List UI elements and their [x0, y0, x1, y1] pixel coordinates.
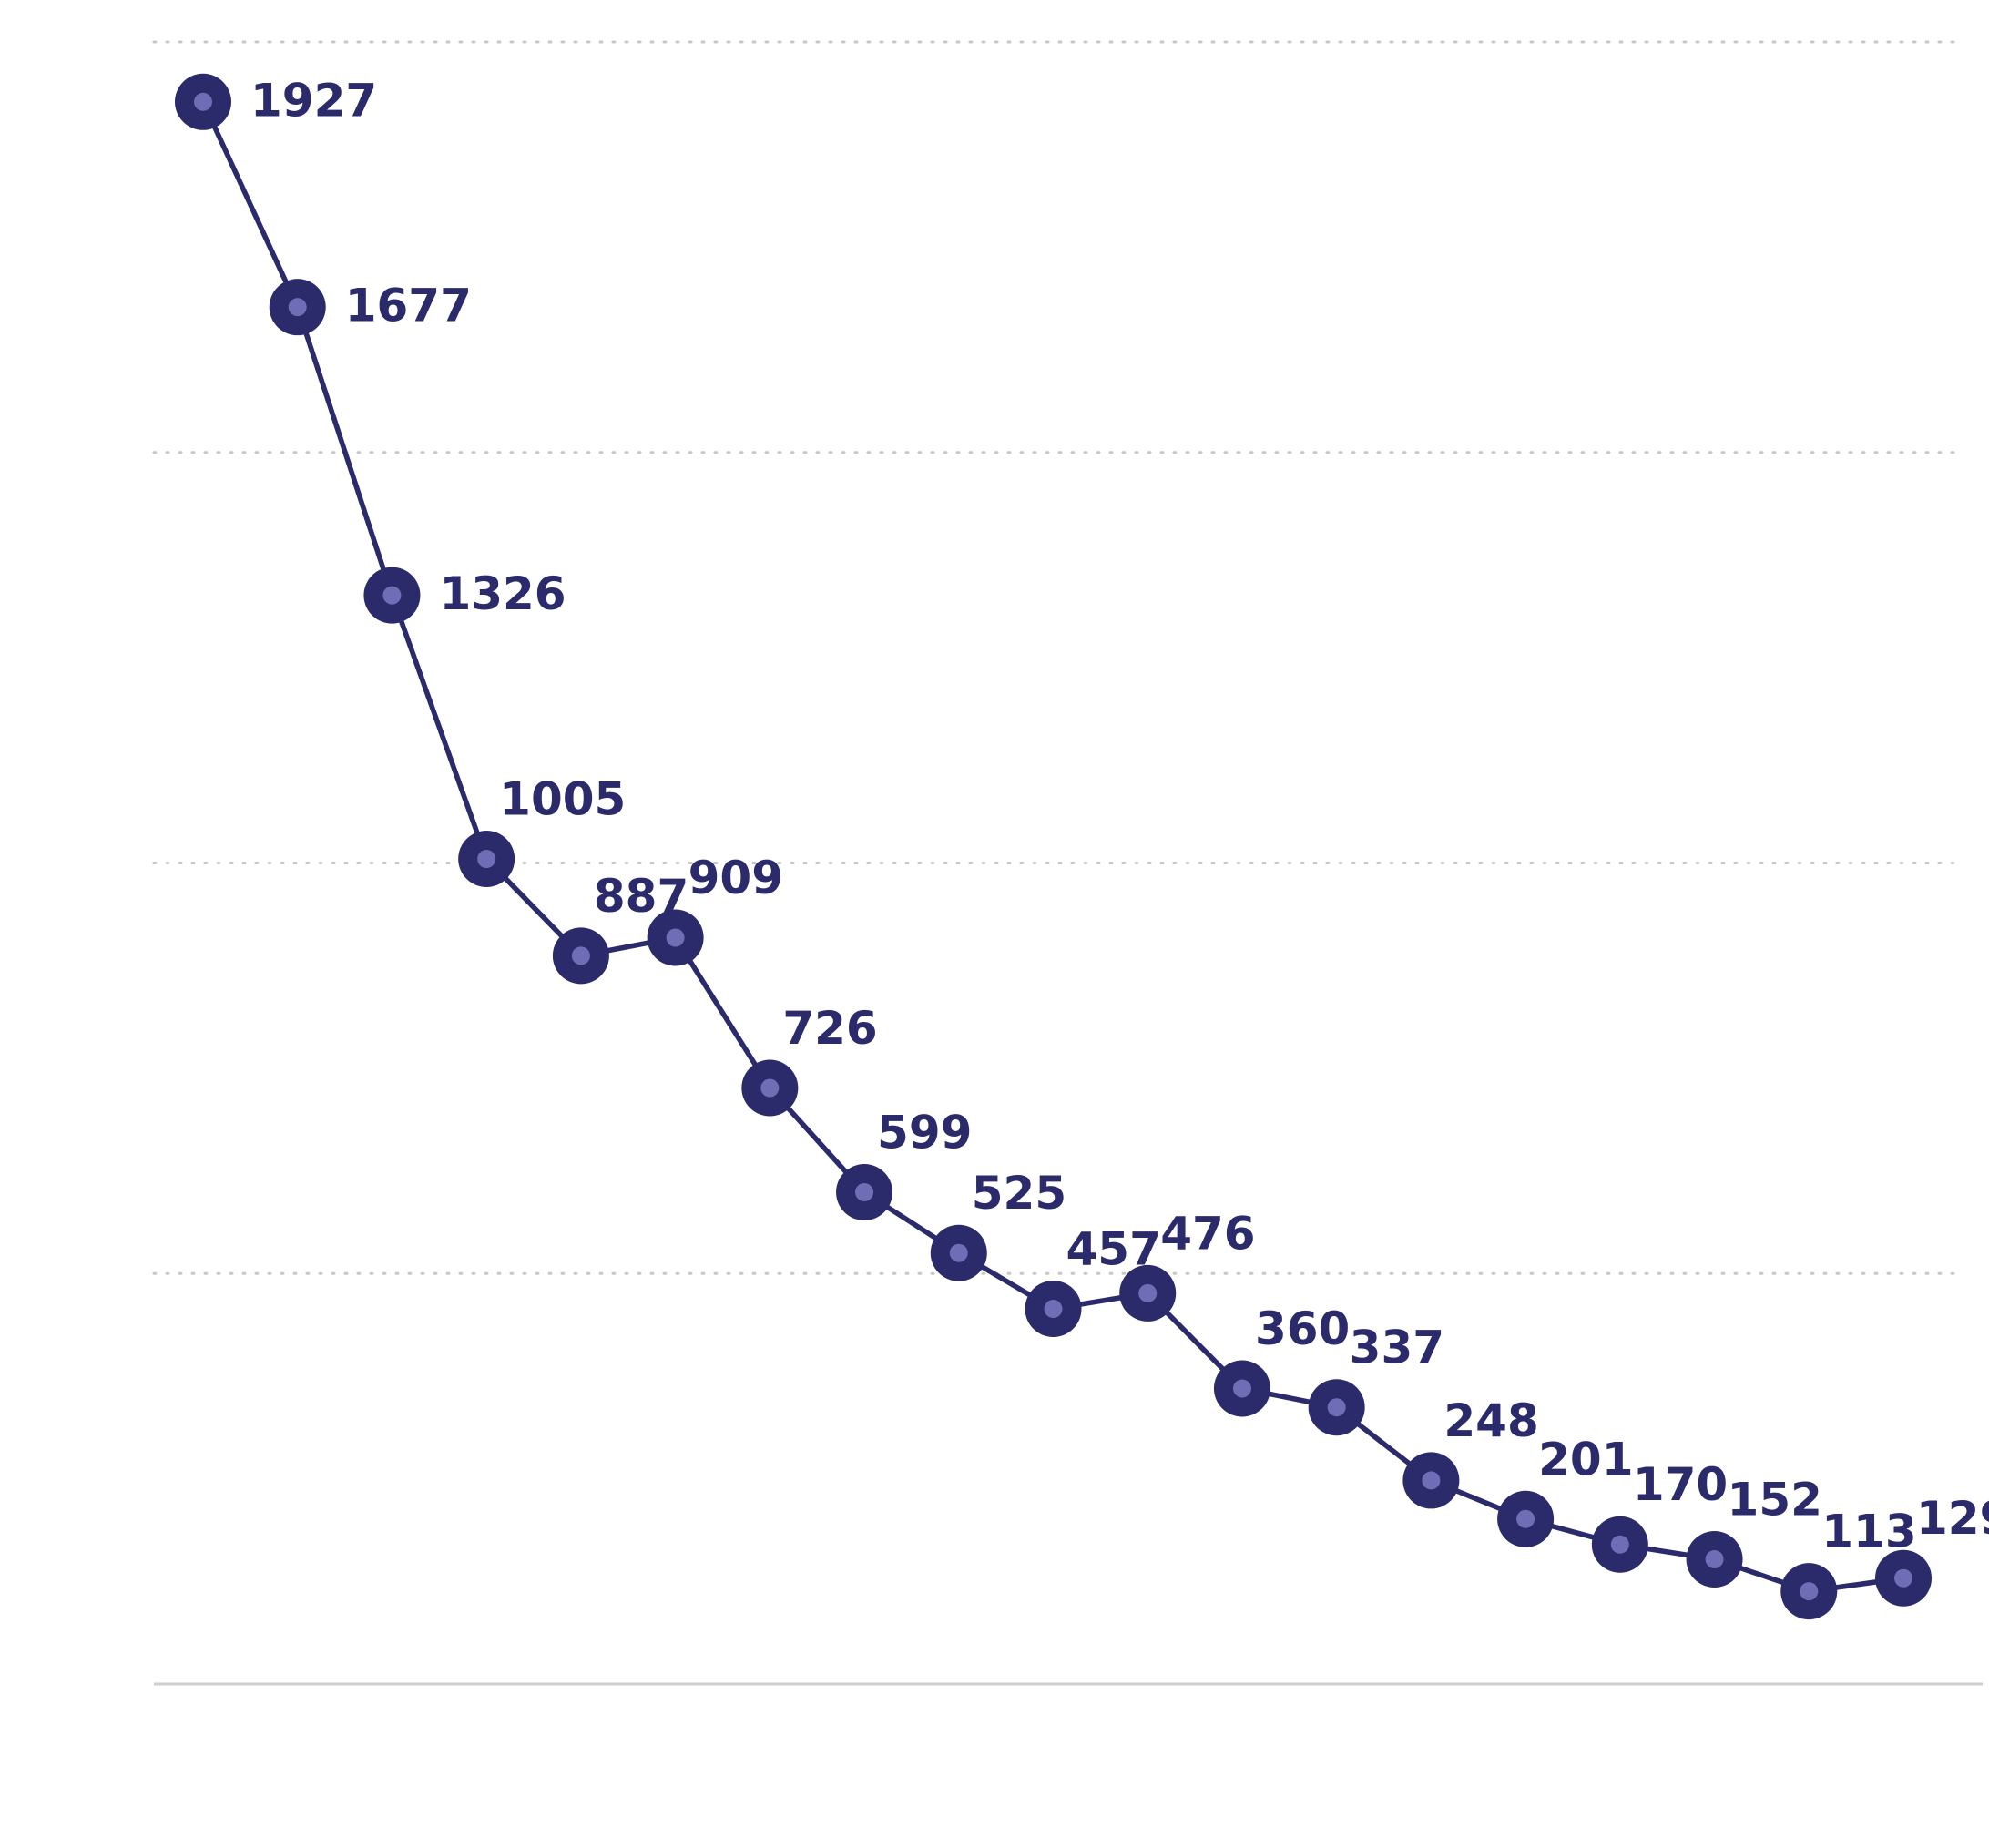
- marker-center: [760, 1078, 780, 1098]
- marker-center: [194, 92, 212, 111]
- marker-center: [1516, 1509, 1535, 1528]
- data-label: 909: [688, 852, 783, 904]
- marker-center: [666, 928, 685, 947]
- marker-center: [1327, 1398, 1346, 1417]
- data-label: 599: [877, 1107, 972, 1159]
- marker-center: [1044, 1300, 1063, 1319]
- data-label: 1927: [250, 74, 377, 127]
- data-label: 129: [1916, 1492, 1989, 1545]
- data-label: 476: [1160, 1207, 1255, 1260]
- data-label: 170: [1633, 1458, 1728, 1511]
- data-label: 525: [972, 1167, 1066, 1220]
- marker-center: [571, 946, 590, 965]
- data-label: 1326: [439, 567, 566, 620]
- marker-center: [382, 586, 402, 605]
- data-label: 201: [1538, 1433, 1633, 1486]
- data-label: 1677: [345, 280, 472, 332]
- marker-center: [1800, 1582, 1819, 1601]
- marker-center: [1894, 1568, 1912, 1588]
- marker-center: [1705, 1549, 1724, 1568]
- data-label: 152: [1728, 1473, 1822, 1526]
- marker-center: [288, 298, 307, 317]
- data-label: 360: [1255, 1302, 1350, 1355]
- data-label: 248: [1443, 1394, 1538, 1447]
- data-label: 1005: [499, 772, 626, 825]
- data-label: 726: [782, 1002, 877, 1055]
- marker-center: [477, 849, 496, 868]
- marker-center: [949, 1243, 968, 1262]
- marker-center: [1422, 1471, 1441, 1490]
- data-label: 113: [1821, 1506, 1916, 1558]
- marker-center: [855, 1183, 874, 1202]
- data-label: 337: [1350, 1322, 1444, 1374]
- marker-center: [1610, 1535, 1629, 1554]
- marker-center: [1232, 1379, 1251, 1398]
- marker-center: [1138, 1283, 1158, 1302]
